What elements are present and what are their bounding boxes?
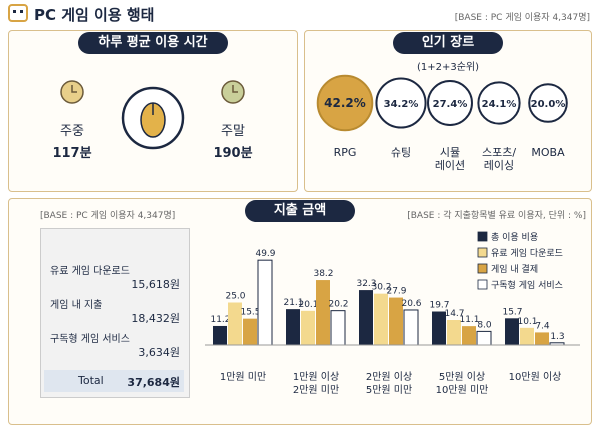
legend-label: 총 이용 비용 bbox=[491, 232, 538, 243]
genre-bubble bbox=[528, 83, 568, 123]
value-label: 49.9 bbox=[255, 249, 275, 259]
value-label: 27.9 bbox=[386, 287, 406, 297]
spending-base: [BASE : PC 게임 이용자 4,347명] bbox=[40, 211, 176, 221]
x-tick-label: 2만원 이상 5만원 미만 bbox=[365, 372, 413, 396]
x-tick-label: 1만원 이상 2만원 미만 bbox=[292, 372, 340, 396]
genre-bubble bbox=[477, 81, 521, 125]
bar bbox=[447, 320, 461, 345]
receipt bbox=[40, 228, 190, 398]
page-title: PC 게임 이용 행태 bbox=[34, 6, 155, 24]
value-label: 11.1 bbox=[459, 315, 479, 325]
bar bbox=[257, 259, 273, 346]
value-label: 8.0 bbox=[477, 320, 492, 330]
weekday-label: 주중 bbox=[60, 124, 84, 139]
genre-bubble bbox=[427, 80, 473, 126]
legend-swatch bbox=[477, 247, 488, 258]
bar bbox=[359, 290, 373, 345]
value-label: 7.4 bbox=[535, 321, 550, 331]
value-label: 15.5 bbox=[240, 308, 260, 318]
total-label: Total bbox=[78, 374, 104, 387]
genre-value: 42.2% bbox=[324, 96, 366, 110]
bar bbox=[228, 302, 242, 345]
genre-label: 시뮬 레이션 bbox=[434, 146, 466, 172]
daily-icons bbox=[60, 80, 245, 150]
genre-chart: 42.2% 34.2% 27.4% 24.1% 20.0% bbox=[316, 74, 568, 132]
x-tick-label: 10만원 이상 bbox=[508, 372, 562, 383]
value-label: 20.2 bbox=[328, 300, 348, 310]
value-label: 19.7 bbox=[429, 301, 449, 311]
title-icon bbox=[8, 4, 28, 22]
x-tick-label: 5만원 이상 10만원 미만 bbox=[435, 372, 489, 396]
legend-label: 구독형 게임 서비스 bbox=[491, 279, 563, 291]
value-label: 20.1 bbox=[298, 300, 318, 310]
legend-label: 게임 내 결제 bbox=[491, 263, 538, 275]
bar bbox=[330, 310, 346, 346]
item-label: 구독형 게임 서비스 bbox=[50, 334, 130, 345]
bar bbox=[286, 309, 300, 345]
genre-value: 34.2% bbox=[384, 99, 419, 110]
item-label: 유료 게임 다운로드 bbox=[50, 266, 130, 277]
genre-label: 슈팅 bbox=[390, 146, 412, 159]
value-label: 20.6 bbox=[401, 299, 421, 309]
bar bbox=[389, 297, 403, 345]
weekday-value: 117분 bbox=[52, 146, 92, 161]
base-note: [BASE : PC 게임 이용자 4,347명] bbox=[454, 13, 590, 23]
legend-swatch bbox=[477, 263, 488, 274]
genre-value: 27.4% bbox=[433, 99, 468, 110]
legend-swatch bbox=[477, 231, 488, 242]
bar bbox=[243, 318, 257, 345]
genre-label: RPG bbox=[333, 146, 357, 159]
bar bbox=[505, 318, 519, 345]
value-label: 30.2 bbox=[371, 283, 391, 293]
bar bbox=[403, 309, 419, 346]
chart-subtitle: [BASE : 각 지출항목별 유료 이용자, 단위 : %] bbox=[407, 211, 586, 221]
bar bbox=[316, 280, 330, 345]
genre-label: 스포츠/ 레이싱 bbox=[481, 146, 517, 172]
total-box bbox=[44, 370, 184, 392]
item-value: 15,618원 bbox=[131, 278, 180, 291]
value-label: 14.7 bbox=[444, 309, 464, 319]
value-label: 32.3 bbox=[356, 279, 376, 289]
weekend-value: 190분 bbox=[213, 146, 253, 161]
genre-value: 20.0% bbox=[531, 99, 566, 110]
bar bbox=[374, 293, 388, 345]
value-label: 15.7 bbox=[502, 307, 522, 317]
total-value: 37,684원 bbox=[127, 376, 180, 389]
item-value: 3,634원 bbox=[138, 346, 180, 359]
legend-label: 유료 게임 다운로드 bbox=[491, 247, 563, 259]
genre-value: 24.1% bbox=[482, 99, 517, 110]
item-value: 18,432원 bbox=[131, 312, 180, 325]
value-label: 21.1 bbox=[283, 298, 303, 308]
value-label: 38.2 bbox=[313, 269, 333, 279]
value-label: 25.0 bbox=[225, 292, 245, 302]
bar bbox=[213, 325, 227, 345]
weekend-label: 주말 bbox=[221, 124, 245, 139]
bar bbox=[535, 332, 549, 345]
genre-bubble bbox=[316, 74, 374, 132]
item-label: 게임 내 지출 bbox=[50, 300, 103, 311]
genre-title: 인기 장르 bbox=[393, 32, 503, 54]
genre-bubble bbox=[375, 77, 427, 129]
legend-swatch bbox=[477, 279, 488, 290]
value-label: 10.1 bbox=[517, 317, 537, 327]
chart-title: 지출 금액 bbox=[245, 200, 355, 222]
value-label: 1.3 bbox=[550, 332, 564, 342]
genre-label: MOBA bbox=[531, 146, 565, 159]
genre-note: (1+2+3순위) bbox=[416, 62, 480, 73]
value-label: 11.2 bbox=[210, 315, 230, 325]
bar bbox=[432, 311, 446, 345]
bar bbox=[476, 330, 492, 346]
bar bbox=[301, 310, 315, 345]
bar bbox=[520, 327, 534, 345]
bar bbox=[462, 326, 476, 345]
x-tick-label: 1만원 미만 bbox=[219, 372, 267, 383]
daily-title: 하루 평균 이용 시간 bbox=[78, 32, 228, 54]
